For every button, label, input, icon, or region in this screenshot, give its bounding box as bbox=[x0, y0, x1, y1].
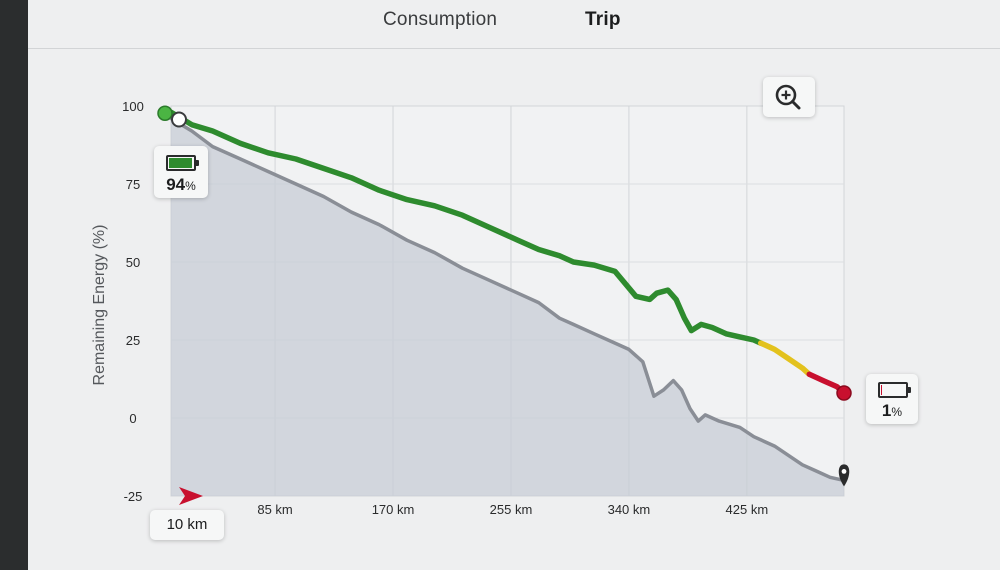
series-line-actual bbox=[169, 116, 846, 483]
start-charge-value: 94% bbox=[154, 175, 208, 195]
y-tick-label: 75 bbox=[126, 177, 140, 192]
x-tick-label: 170 km bbox=[372, 502, 415, 517]
start-arrow-icon bbox=[179, 487, 203, 505]
start-distance-value: 10 km bbox=[166, 516, 208, 533]
y-tick-label: 50 bbox=[126, 255, 140, 270]
tab-trip[interactable]: Trip bbox=[585, 9, 621, 30]
series-line-good bbox=[168, 109, 764, 346]
energy-chart: 85 km 170 km 255 km 340 km 425 km 100 75 50 25 0 -… bbox=[28, 0, 1000, 570]
zoom-in-icon bbox=[775, 84, 801, 110]
y-tick-label: -25 bbox=[124, 489, 143, 504]
zoom-button[interactable] bbox=[763, 77, 815, 117]
x-tick-label: 340 km bbox=[608, 502, 651, 517]
tab-bar: Consumption Trip bbox=[28, 0, 1000, 49]
percent-unit: % bbox=[891, 405, 903, 419]
battery-icon bbox=[166, 155, 199, 171]
tick-layer: 85 km 170 km 255 km 340 km 425 km 100 75 50 25 0 -… bbox=[122, 99, 768, 517]
x-tick-label: 255 km bbox=[490, 502, 533, 517]
energy-chart-svg: 85 km 170 km 255 km 340 km 425 km 100 75 50 25 0 -… bbox=[91, 99, 852, 517]
x-tick-label: 85 km bbox=[257, 502, 292, 517]
percent-unit: % bbox=[185, 179, 196, 193]
area-layer bbox=[171, 118, 844, 496]
battery-level-fill bbox=[169, 158, 192, 168]
trip-screen: Consumption Trip 85 km 170 km 255 km 340 km… bbox=[28, 0, 1000, 570]
y-axis-label: Remaining Energy (%) bbox=[91, 225, 108, 386]
series-line-warning bbox=[757, 340, 813, 378]
actual-area bbox=[171, 118, 844, 496]
end-marker-projected bbox=[836, 385, 852, 401]
y-tick-label: 0 bbox=[129, 411, 136, 426]
tab-consumption[interactable]: Consumption bbox=[383, 9, 498, 30]
destination-pin-dot bbox=[841, 469, 847, 474]
start-marker-actual bbox=[171, 111, 187, 128]
start-percent: 94 bbox=[166, 175, 186, 194]
marker-layer bbox=[157, 105, 852, 505]
end-charge-badge: 1% bbox=[866, 374, 918, 424]
y-tick-label: 25 bbox=[126, 333, 140, 348]
start-charge-badge: 94% bbox=[154, 146, 208, 198]
start-distance-badge: 10 km bbox=[150, 510, 224, 540]
battery-icon bbox=[878, 382, 911, 398]
end-charge-value: 1% bbox=[866, 401, 918, 421]
x-tick-label: 425 km bbox=[726, 502, 769, 517]
end-percent: 1 bbox=[881, 401, 892, 420]
line-layer bbox=[168, 109, 847, 483]
y-tick-label: 100 bbox=[122, 99, 144, 114]
start-marker-projected bbox=[157, 105, 173, 121]
destination-pin-icon bbox=[838, 464, 850, 487]
